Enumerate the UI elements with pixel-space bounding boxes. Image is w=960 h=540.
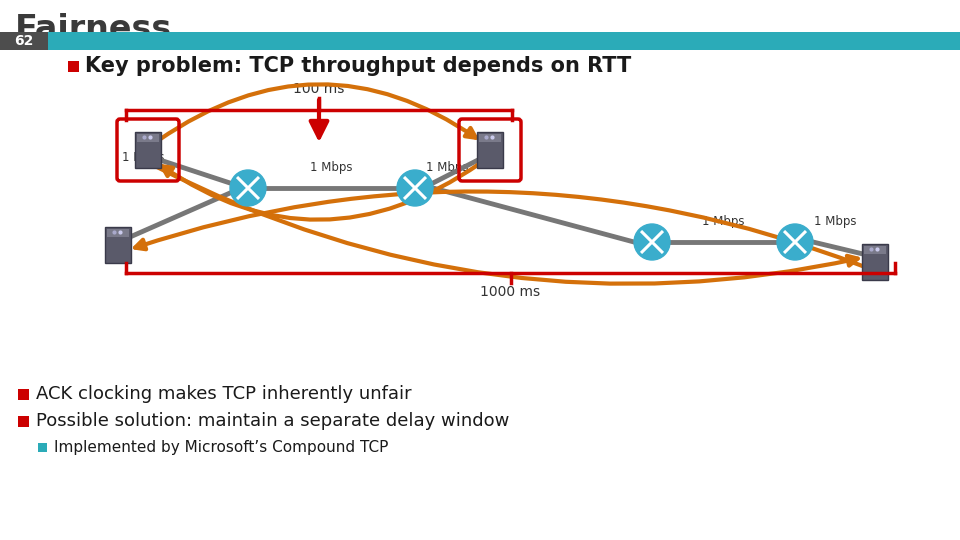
Text: 1 Mbps: 1 Mbps — [426, 161, 468, 174]
Text: 1 Mbps: 1 Mbps — [122, 151, 164, 164]
FancyBboxPatch shape — [18, 389, 29, 400]
FancyBboxPatch shape — [137, 134, 159, 142]
Text: 100 ms: 100 ms — [294, 82, 345, 96]
Text: Key problem: TCP throughput depends on RTT: Key problem: TCP throughput depends on R… — [85, 56, 632, 76]
FancyBboxPatch shape — [107, 229, 129, 237]
Text: Implemented by Microsoft’s Compound TCP: Implemented by Microsoft’s Compound TCP — [54, 440, 389, 455]
FancyArrowPatch shape — [135, 192, 862, 266]
Text: 1 Mbps: 1 Mbps — [310, 161, 352, 174]
FancyBboxPatch shape — [477, 132, 503, 168]
Text: Fairness: Fairness — [15, 13, 172, 46]
FancyBboxPatch shape — [38, 443, 47, 452]
FancyBboxPatch shape — [0, 32, 48, 50]
FancyBboxPatch shape — [68, 61, 79, 72]
FancyBboxPatch shape — [864, 246, 886, 254]
Circle shape — [397, 170, 433, 206]
FancyBboxPatch shape — [135, 132, 161, 168]
FancyBboxPatch shape — [479, 134, 501, 142]
Text: ACK clocking makes TCP inherently unfair: ACK clocking makes TCP inherently unfair — [36, 385, 412, 403]
Text: 62: 62 — [14, 34, 34, 48]
FancyBboxPatch shape — [862, 244, 888, 280]
Circle shape — [230, 170, 266, 206]
FancyBboxPatch shape — [18, 416, 29, 427]
FancyArrowPatch shape — [156, 166, 857, 284]
Text: 1 Mbps: 1 Mbps — [703, 215, 745, 228]
FancyArrowPatch shape — [158, 84, 476, 140]
FancyBboxPatch shape — [48, 32, 960, 50]
FancyArrowPatch shape — [162, 164, 480, 220]
Circle shape — [777, 224, 813, 260]
Text: 1000 ms: 1000 ms — [480, 285, 540, 299]
Text: Possible solution: maintain a separate delay window: Possible solution: maintain a separate d… — [36, 412, 510, 430]
Circle shape — [634, 224, 670, 260]
FancyBboxPatch shape — [105, 227, 131, 263]
Text: 1 Mbps: 1 Mbps — [814, 215, 856, 228]
